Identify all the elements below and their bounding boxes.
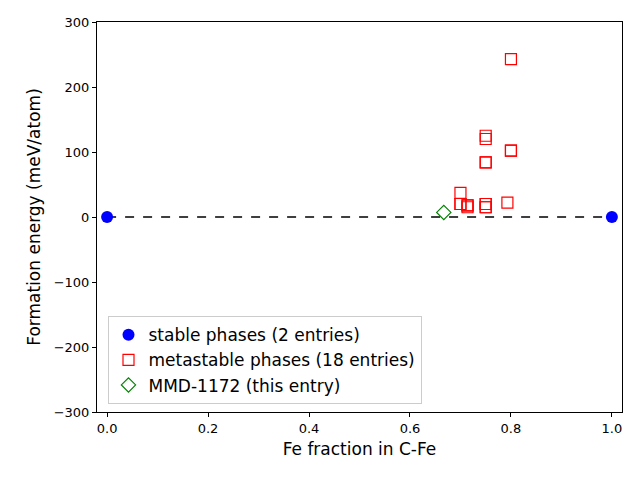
svg-text:0.2: 0.2	[198, 421, 219, 436]
svg-text:stable phases (2 entries): stable phases (2 entries)	[149, 325, 360, 345]
svg-text:100: 100	[65, 145, 90, 160]
svg-text:MMD-1172 (this entry): MMD-1172 (this entry)	[149, 376, 341, 396]
svg-text:0.8: 0.8	[501, 421, 522, 436]
svg-text:−200: −200	[54, 340, 90, 355]
svg-text:200: 200	[65, 80, 90, 95]
svg-text:−300: −300	[54, 405, 90, 420]
svg-text:metastable phases (18 entries): metastable phases (18 entries)	[149, 350, 415, 370]
svg-text:0.6: 0.6	[400, 421, 421, 436]
svg-text:Fe fraction in C-Fe: Fe fraction in C-Fe	[283, 439, 437, 459]
svg-text:0: 0	[81, 210, 89, 225]
svg-text:1.0: 1.0	[602, 421, 623, 436]
svg-text:300: 300	[65, 15, 90, 30]
svg-text:Formation energy (meV/atom): Formation energy (meV/atom)	[24, 88, 44, 346]
svg-text:0.0: 0.0	[97, 421, 118, 436]
svg-text:−100: −100	[54, 275, 90, 290]
svg-text:0.4: 0.4	[299, 421, 320, 436]
